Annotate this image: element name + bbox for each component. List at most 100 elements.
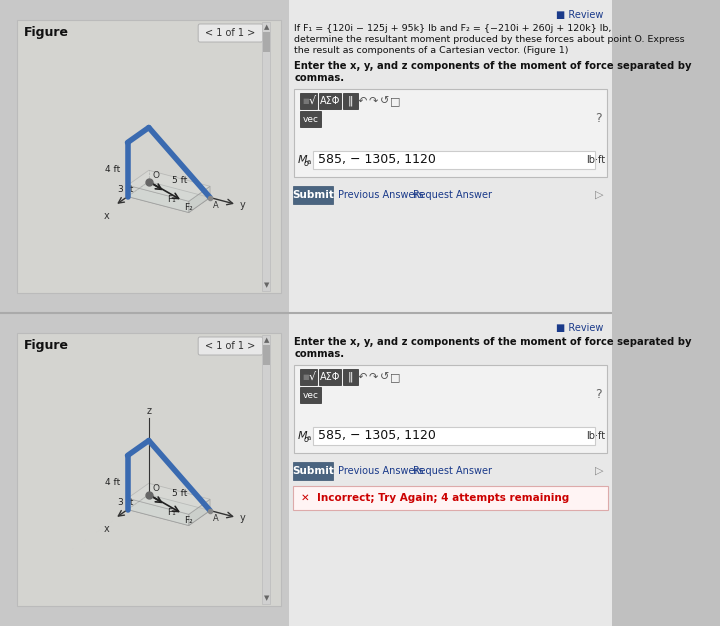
Text: ▷: ▷ (595, 190, 604, 200)
Text: the result as components of a Cartesian vector. (Figure 1): the result as components of a Cartesian … (294, 46, 569, 55)
Text: ■ Review: ■ Review (557, 10, 604, 20)
Text: AΣΦ: AΣΦ (320, 96, 340, 106)
Text: AΣΦ: AΣΦ (320, 372, 340, 382)
FancyBboxPatch shape (289, 313, 612, 626)
Text: x: x (104, 210, 109, 220)
FancyBboxPatch shape (294, 186, 333, 204)
Text: □: □ (390, 372, 401, 382)
Polygon shape (127, 185, 189, 213)
Text: √: √ (309, 96, 315, 106)
FancyBboxPatch shape (300, 369, 318, 385)
Text: O: O (152, 170, 159, 180)
Text: ↶: ↶ (358, 96, 367, 106)
Text: ■: ■ (303, 374, 310, 380)
Text: Submit: Submit (292, 466, 334, 476)
FancyBboxPatch shape (0, 313, 612, 626)
Text: 585, − 1305, 1120: 585, − 1305, 1120 (318, 429, 436, 443)
Text: ▼: ▼ (264, 282, 269, 288)
Text: F₁: F₁ (167, 195, 176, 204)
Text: < 1 of 1 >: < 1 of 1 > (205, 341, 256, 351)
Text: o: o (304, 434, 309, 443)
Text: ‖: ‖ (348, 96, 353, 106)
Text: lb·ft: lb·ft (586, 155, 606, 165)
Polygon shape (127, 182, 210, 213)
Polygon shape (127, 495, 210, 526)
Text: Previous Answers: Previous Answers (338, 190, 424, 200)
Text: ▷: ▷ (595, 466, 604, 476)
Text: A: A (212, 513, 218, 523)
Text: ↶: ↶ (358, 372, 367, 382)
Text: 5 ft: 5 ft (172, 488, 187, 498)
FancyBboxPatch shape (262, 22, 271, 291)
Text: 3 ft: 3 ft (117, 498, 133, 506)
Polygon shape (127, 498, 189, 526)
Text: commas.: commas. (294, 73, 344, 83)
Text: ?: ? (595, 113, 602, 125)
Text: 4 ft: 4 ft (106, 165, 121, 174)
Polygon shape (189, 187, 210, 213)
FancyBboxPatch shape (319, 369, 341, 385)
FancyBboxPatch shape (294, 462, 333, 480)
FancyBboxPatch shape (263, 32, 269, 52)
Text: If F₁ = {120i − 125j + 95k} lb and F₂ = {−210i + 260j + 120k} lb,: If F₁ = {120i − 125j + 95k} lb and F₂ = … (294, 24, 612, 33)
FancyBboxPatch shape (263, 345, 269, 365)
Text: ▲: ▲ (264, 337, 269, 343)
Text: y: y (239, 513, 245, 523)
Polygon shape (127, 170, 210, 202)
Text: M: M (297, 431, 307, 441)
Text: 4 ft: 4 ft (106, 478, 121, 487)
Text: F₁: F₁ (167, 508, 176, 517)
FancyBboxPatch shape (343, 93, 358, 109)
Text: O: O (152, 483, 159, 493)
FancyBboxPatch shape (294, 365, 607, 453)
FancyBboxPatch shape (300, 111, 320, 127)
Text: y: y (239, 200, 245, 210)
FancyBboxPatch shape (300, 387, 320, 403)
Text: ‖: ‖ (348, 372, 353, 382)
Text: F₂: F₂ (184, 516, 193, 525)
Text: ?: ? (595, 389, 602, 401)
Text: ↺: ↺ (379, 372, 389, 382)
Text: ■: ■ (303, 98, 310, 104)
Text: a: a (307, 435, 311, 441)
Text: A: A (212, 200, 218, 210)
FancyBboxPatch shape (294, 89, 607, 177)
Text: Submit: Submit (292, 190, 334, 200)
FancyBboxPatch shape (289, 0, 612, 313)
Text: Request Answer: Request Answer (413, 466, 492, 476)
Text: 5 ft: 5 ft (172, 175, 187, 185)
Text: Request Answer: Request Answer (413, 190, 492, 200)
FancyBboxPatch shape (343, 369, 358, 385)
Text: 3 ft: 3 ft (117, 185, 133, 193)
Text: ■ Review: ■ Review (557, 323, 604, 333)
Text: √: √ (309, 372, 315, 382)
Text: 585, − 1305, 1120: 585, − 1305, 1120 (318, 153, 436, 167)
Text: ↷: ↷ (369, 372, 378, 382)
Polygon shape (189, 500, 210, 526)
Text: M: M (297, 155, 307, 165)
Text: ↷: ↷ (369, 96, 378, 106)
FancyBboxPatch shape (198, 24, 263, 42)
Text: Figure: Figure (24, 339, 69, 352)
FancyBboxPatch shape (313, 427, 595, 445)
Text: ▲: ▲ (264, 24, 269, 30)
FancyBboxPatch shape (198, 337, 263, 355)
Text: x: x (104, 523, 109, 533)
Text: ▼: ▼ (264, 595, 269, 601)
FancyBboxPatch shape (17, 333, 281, 606)
FancyBboxPatch shape (294, 486, 608, 510)
FancyBboxPatch shape (300, 93, 318, 109)
Text: commas.: commas. (294, 349, 344, 359)
FancyBboxPatch shape (319, 93, 341, 109)
Text: F₂: F₂ (184, 203, 193, 212)
Text: ↺: ↺ (379, 96, 389, 106)
Text: z: z (146, 406, 151, 416)
FancyBboxPatch shape (0, 0, 612, 313)
Text: Enter the x, y, and z components of the moment of force separated by: Enter the x, y, and z components of the … (294, 337, 692, 347)
Text: lb·ft: lb·ft (586, 431, 606, 441)
Text: vec: vec (302, 391, 318, 399)
Text: determine the resultant moment produced by these forces about point O. Express: determine the resultant moment produced … (294, 35, 685, 44)
Text: < 1 of 1 >: < 1 of 1 > (205, 28, 256, 38)
Text: ✕  Incorrect; Try Again; 4 attempts remaining: ✕ Incorrect; Try Again; 4 attempts remai… (301, 493, 570, 503)
Text: Previous Answers: Previous Answers (338, 466, 424, 476)
